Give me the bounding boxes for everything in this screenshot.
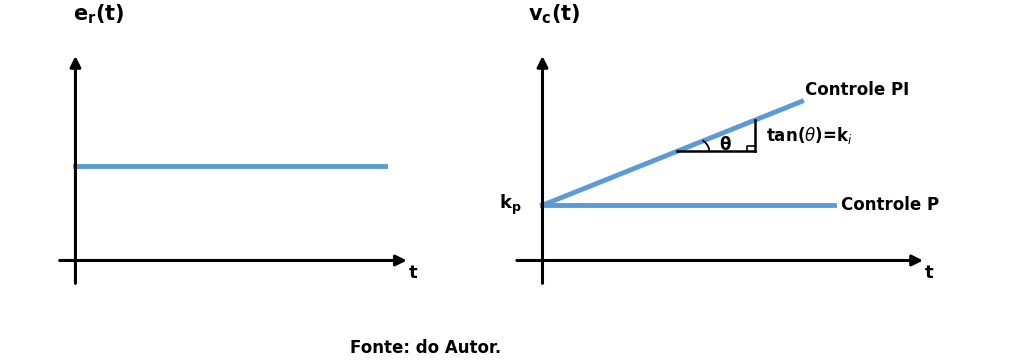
Text: $\mathbf{e_r(t)}$: $\mathbf{e_r(t)}$ — [73, 2, 124, 26]
Text: tan($\theta$)=k$_i$: tan($\theta$)=k$_i$ — [767, 125, 853, 146]
Text: $\mathbf{k_p}$: $\mathbf{k_p}$ — [499, 193, 521, 217]
Text: Controle PI: Controle PI — [805, 82, 910, 100]
Text: Fonte: do Autor.: Fonte: do Autor. — [350, 339, 502, 357]
Text: $\mathbf{v_c(t)}$: $\mathbf{v_c(t)}$ — [528, 2, 581, 26]
Text: $\mathbf{t}$: $\mathbf{t}$ — [408, 264, 418, 282]
Text: Controle P: Controle P — [841, 196, 939, 214]
Text: θ: θ — [719, 136, 730, 154]
Text: $\mathbf{t}$: $\mathbf{t}$ — [924, 264, 935, 282]
